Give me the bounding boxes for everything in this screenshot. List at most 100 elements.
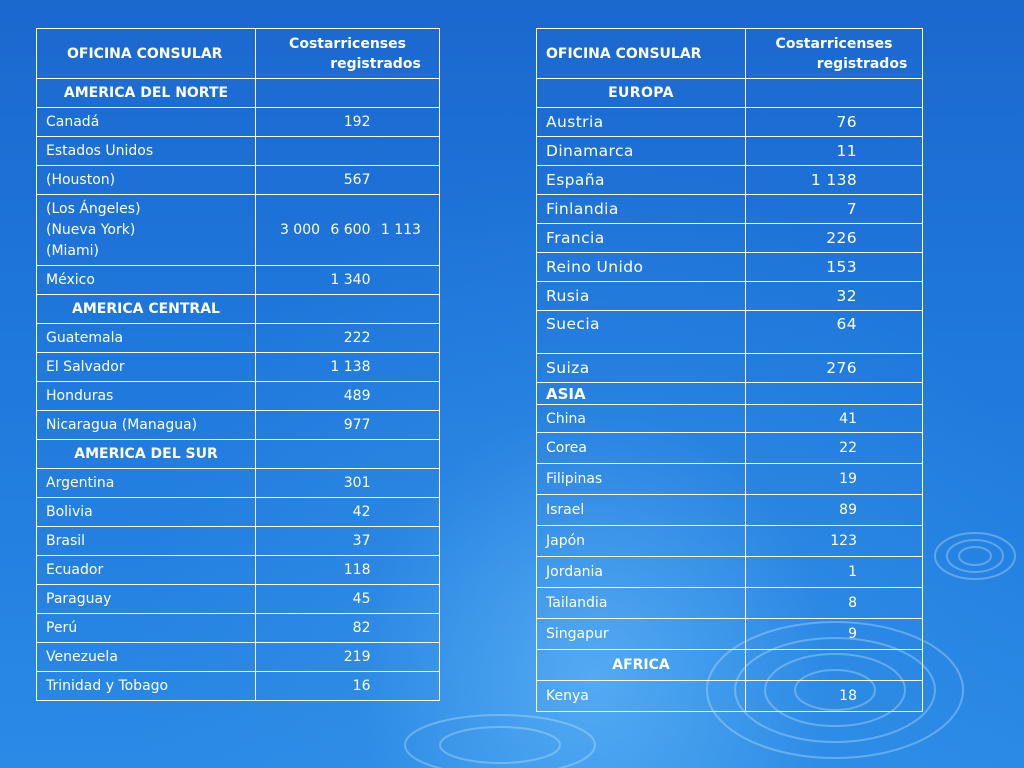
table-row: Israel 89: [536, 494, 923, 526]
table-row: Ecuador 118: [36, 555, 440, 585]
count-cell: 222: [255, 323, 440, 353]
count-value: 219: [343, 649, 371, 665]
count-value: 1: [848, 564, 857, 580]
count-value: 41: [839, 410, 857, 427]
city-name: (Houston): [36, 165, 256, 195]
country-name: Estados Unidos: [36, 136, 256, 166]
city-name: (Nueva York): [46, 221, 136, 238]
count-cell: 1 138: [255, 352, 440, 382]
header-count: Costarricenses registrados: [255, 28, 440, 79]
region-label: AFRICA: [536, 649, 746, 681]
count-cell: 64: [745, 310, 923, 354]
table-row: Reino Unido 153: [536, 252, 923, 282]
count-value: 8: [848, 595, 857, 611]
region-row: AFRICA: [536, 649, 923, 681]
header-count-line1: Costarricenses: [775, 35, 893, 52]
region-label: AMERICA DEL SUR: [36, 439, 256, 469]
count-cell: 9: [745, 618, 923, 650]
count-value: 82: [352, 620, 371, 636]
count-value: 192: [343, 114, 371, 130]
header-office: OFICINA CONSULAR: [536, 28, 746, 79]
country-name: Israel: [536, 494, 746, 526]
count-cell: 45: [255, 584, 440, 614]
count-value: 89: [839, 502, 857, 518]
count-cell: 226: [745, 223, 923, 253]
table-row: Francia 226: [536, 223, 923, 253]
table-header-row: OFICINA CONSULAR Costarricenses registra…: [36, 28, 440, 79]
table-row: Estados Unidos: [36, 136, 440, 166]
table-row: Japón 123: [536, 525, 923, 557]
header-count-line1: Costarricenses: [289, 35, 406, 52]
country-name: Canadá: [36, 107, 256, 137]
count-value: 18: [839, 688, 857, 704]
count-cell: 1: [745, 556, 923, 588]
table-row: Suiza 276: [536, 353, 923, 383]
country-name: Suiza: [536, 353, 746, 383]
table-row: Nicaragua (Managua) 977: [36, 410, 440, 440]
country-name: China: [536, 404, 746, 433]
count-cell: 8: [745, 587, 923, 619]
region-row: AMERICA CENTRAL: [36, 294, 440, 324]
count-value: 9: [848, 626, 857, 642]
region-row: AMERICA DEL SUR: [36, 439, 440, 469]
count-value: 7: [846, 200, 857, 218]
country-name: Guatemala: [36, 323, 256, 353]
count-cell: 153: [745, 252, 923, 282]
country-name: Nicaragua (Managua): [36, 410, 256, 440]
consular-table-left: OFICINA CONSULAR Costarricenses registra…: [36, 28, 440, 701]
count-value: 1 113: [380, 221, 421, 238]
count-cell: 7: [745, 194, 923, 224]
header-count: Costarricenses registrados: [745, 28, 923, 79]
table-row: (Houston) 567: [36, 165, 440, 195]
count-cell: 1 138: [745, 165, 923, 195]
table-row: Paraguay 45: [36, 584, 440, 614]
table-row: Venezuela 219: [36, 642, 440, 672]
count-value: 1 138: [810, 171, 858, 189]
count-cell: 37: [255, 526, 440, 556]
count-cell: 76: [745, 107, 923, 137]
count-value: 153: [826, 258, 857, 276]
count-value: 118: [343, 562, 371, 578]
table-header-row: OFICINA CONSULAR Costarricenses registra…: [536, 28, 923, 79]
country-name: El Salvador: [36, 352, 256, 382]
table-row: El Salvador 1 138: [36, 352, 440, 382]
count-cell: 11: [745, 136, 923, 166]
count-value: 567: [343, 172, 371, 188]
country-name: Tailandia: [536, 587, 746, 619]
count-cell: 82: [255, 613, 440, 643]
count-cell: 489: [255, 381, 440, 411]
count-value: 64: [836, 315, 857, 333]
count-cell: 18: [745, 680, 923, 712]
count-value: 301: [343, 475, 371, 491]
country-name: Austria: [536, 107, 746, 137]
table-row: Guatemala 222: [36, 323, 440, 353]
region-label: EUROPA: [536, 78, 746, 108]
count-value: 42: [352, 504, 371, 520]
country-name: México: [36, 265, 256, 295]
table-row: Filipinas 19: [536, 463, 923, 495]
count-cell: 118: [255, 555, 440, 585]
region-row: ASIA: [536, 382, 923, 405]
country-name: Perú: [36, 613, 256, 643]
country-name: Argentina: [36, 468, 256, 498]
country-name: Finlandia: [536, 194, 746, 224]
table-row-multi: (Los Ángeles) (Nueva York) (Miami) 3 000…: [36, 194, 440, 266]
country-name: Ecuador: [36, 555, 256, 585]
count-value: 6 600: [330, 221, 371, 238]
count-cell: 3 000 6 600 1 113: [255, 194, 440, 266]
count-cell: 16: [255, 671, 440, 701]
table-row: Kenya 18: [536, 680, 923, 712]
country-name: Dinamarca: [536, 136, 746, 166]
count-cell: 22: [745, 432, 923, 464]
count-cell: 276: [745, 353, 923, 383]
count-cell: 219: [255, 642, 440, 672]
country-name: Kenya: [536, 680, 746, 712]
region-label: AMERICA CENTRAL: [36, 294, 256, 324]
count-value: 16: [352, 678, 371, 694]
count-cell: 32: [745, 281, 923, 311]
count-cell: 123: [745, 525, 923, 557]
country-name: Trinidad y Tobago: [36, 671, 256, 701]
table-row: Canadá 192: [36, 107, 440, 137]
count-value: 3 000: [279, 221, 321, 238]
region-label: ASIA: [536, 382, 746, 405]
